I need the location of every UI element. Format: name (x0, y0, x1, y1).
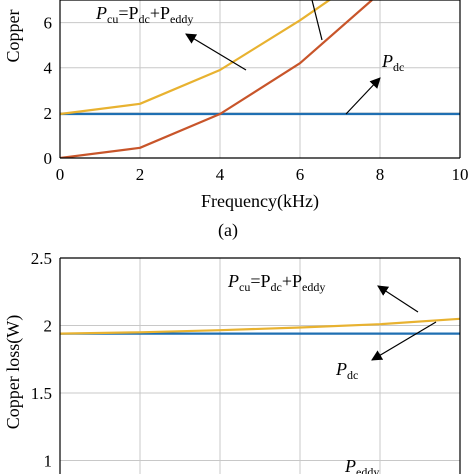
ann-b-eddy-p1: P (344, 456, 356, 474)
ann-a-cu-s1: cu (107, 12, 118, 26)
y-tick-label-b-0: 1 (44, 452, 53, 471)
x-tick-label-a-3: 6 (296, 165, 305, 184)
y-tick-label-b-3: 2.5 (31, 249, 52, 268)
y-axis-label-b: Copper loss(W) (3, 315, 24, 429)
annotation-p-cu-b: Pcu=Pdc+Peddy (227, 271, 325, 294)
arrow-p-dc-b (371, 321, 437, 361)
leader-p-eddy-a (311, 0, 323, 41)
ann-a-cu-p1: P (95, 3, 107, 23)
chart-panel-b: 11.522.5 Copper loss(W) Pcu=Pdc+Peddy Pd… (3, 249, 461, 474)
ann-a-dc-s1: dc (393, 60, 404, 74)
x-tick-label-a-1: 2 (136, 165, 145, 184)
ann-b-cu-p2: =P (250, 271, 270, 291)
series-line-p_cu-b (60, 317, 460, 335)
ann-b-cu-p1: P (227, 271, 239, 291)
arrow-p-cu-a (185, 33, 247, 71)
panel-label-a: (a) (218, 220, 238, 241)
y-axis-label-a: Copper (3, 10, 23, 63)
x-tick-label-a-4: 8 (376, 165, 385, 184)
ann-b-eddy-s1: eddy (356, 465, 379, 474)
y-tick-label-a-1: 2 (44, 104, 53, 123)
series-a (60, 0, 460, 158)
grid-a (59, 0, 461, 159)
x-tick-label-a-2: 4 (216, 165, 225, 184)
ann-a-cu-p2: =P (118, 3, 138, 23)
series-line-p_cu-a (60, 0, 332, 116)
ann-b-cu-s1: cu (239, 280, 250, 294)
arrow-p-dc-a (345, 77, 381, 115)
y-tick-label-a-2: 4 (44, 59, 53, 78)
y-tick-label-a-0: 0 (44, 149, 53, 168)
x-axis-label-a: Frequency(kHz) (201, 191, 319, 212)
ann-b-cu-s3: eddy (302, 280, 325, 294)
ann-a-cu-s2: dc (139, 12, 150, 26)
series-line-p_eddy-a (60, 0, 373, 158)
y-tick-label-a-3: 6 (44, 14, 53, 33)
ann-b-cu-s2: dc (271, 280, 282, 294)
ann-a-cu-p3: +P (150, 3, 170, 23)
ticks-b: 1 1.5 2 2.5 (31, 249, 52, 471)
annotation-p-eddy-b: Peddy (344, 456, 379, 474)
ann-b-cu-p3: +P (282, 271, 302, 291)
ann-a-cu-s3: eddy (170, 12, 193, 26)
annotation-p-cu-a: Pcu=Pdc+Peddy (95, 3, 193, 26)
ann-a-dc-p1: P (381, 51, 393, 71)
y-tick-label-b-2: 2 (44, 317, 53, 336)
annotation-p-dc-a: Pdc (381, 51, 404, 74)
series-b (60, 317, 460, 335)
ann-b-dc-s1: dc (347, 368, 358, 382)
x-tick-label-a-0: 0 (56, 165, 65, 184)
annotation-p-dc-b: Pdc (335, 359, 358, 382)
y-tick-label-b-1: 1.5 (31, 384, 52, 403)
x-tick-label-a-5: 10 (452, 165, 469, 184)
ann-b-dc-p1: P (335, 359, 347, 379)
ticks-a: 0 2 4 6 0 2 4 6 8 10 (44, 14, 469, 184)
arrow-p-cu-b (377, 285, 419, 313)
chart-panel-a: 0 2 4 6 0 2 4 6 8 10 Copper Frequency(kHz) (a) Pc… (3, 0, 469, 241)
